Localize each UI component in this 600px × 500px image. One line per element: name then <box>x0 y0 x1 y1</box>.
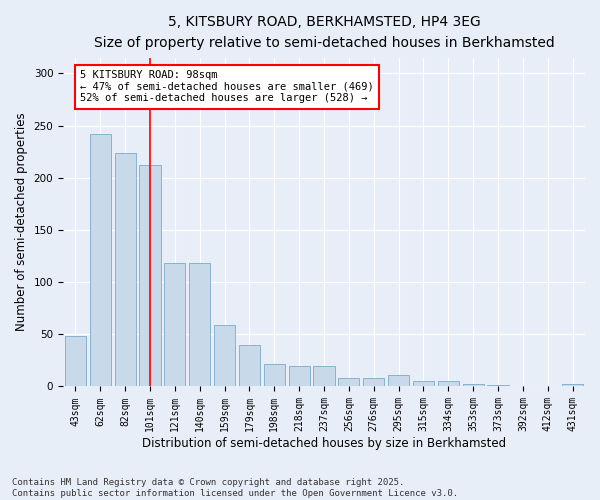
Bar <box>65 336 86 386</box>
Y-axis label: Number of semi-detached properties: Number of semi-detached properties <box>15 113 28 332</box>
Bar <box>289 366 310 386</box>
Bar <box>239 344 260 387</box>
X-axis label: Distribution of semi-detached houses by size in Berkhamsted: Distribution of semi-detached houses by … <box>142 437 506 450</box>
Text: Contains HM Land Registry data © Crown copyright and database right 2025.
Contai: Contains HM Land Registry data © Crown c… <box>12 478 458 498</box>
Bar <box>189 264 210 386</box>
Bar <box>115 152 136 386</box>
Bar <box>463 384 484 386</box>
Bar <box>363 378 384 386</box>
Bar <box>438 382 459 386</box>
Bar <box>388 375 409 386</box>
Bar <box>214 325 235 386</box>
Title: 5, KITSBURY ROAD, BERKHAMSTED, HP4 3EG
Size of property relative to semi-detache: 5, KITSBURY ROAD, BERKHAMSTED, HP4 3EG S… <box>94 15 554 50</box>
Bar <box>264 364 285 386</box>
Bar <box>562 384 583 386</box>
Bar <box>164 264 185 386</box>
Bar <box>139 165 161 386</box>
Text: 5 KITSBURY ROAD: 98sqm
← 47% of semi-detached houses are smaller (469)
52% of se: 5 KITSBURY ROAD: 98sqm ← 47% of semi-det… <box>80 70 374 103</box>
Bar <box>338 378 359 386</box>
Bar <box>313 366 335 386</box>
Bar <box>90 134 111 386</box>
Bar <box>413 382 434 386</box>
